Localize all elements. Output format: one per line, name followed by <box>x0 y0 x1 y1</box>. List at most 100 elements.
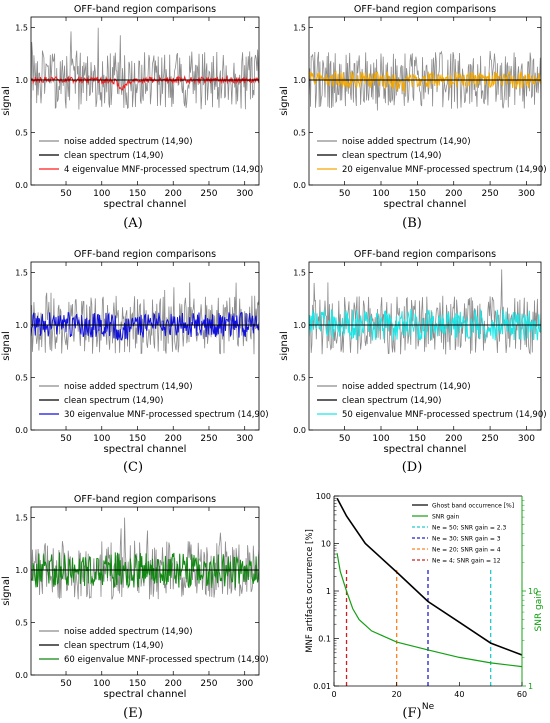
legend-label: noise added spectrum (14,90) <box>342 382 471 392</box>
y-tick-label: 0.0 <box>293 426 306 435</box>
y-tick-label: 0.0 <box>293 181 306 190</box>
x-tick-label: 250 <box>200 189 217 199</box>
chart-title: OFF-band region comparisons <box>74 249 216 260</box>
chart-c: OFF-band region comparisons 50 100 150 200 25… <box>1 249 269 455</box>
x-tick-label: 200 <box>445 434 462 444</box>
plot-frame <box>30 261 260 431</box>
legend-label: clean spectrum (14,90) <box>342 396 441 406</box>
chart-d: OFF-band region comparisons 50 100 150 200 25… <box>279 249 547 455</box>
x-tick-label: 40 <box>454 690 464 699</box>
x-tick-label: 250 <box>481 434 498 444</box>
x-tick-label: 50 <box>60 679 72 689</box>
plot-frame <box>30 16 260 186</box>
legend-label: clean spectrum (14,90) <box>64 641 163 651</box>
y-tick-label: 100 <box>316 492 331 501</box>
x-tick-label: 20 <box>392 690 402 699</box>
legend-label: 60 eigenvalue MNF-processed spectrum (14… <box>64 655 269 665</box>
legend-label: 30 eigenvalue MNF-processed spectrum (14… <box>64 410 269 420</box>
x-tick-label: 50 <box>60 434 72 444</box>
y-axis-label: signal <box>1 86 12 116</box>
chart-e: OFF-band region comparisons 50 100 150 200 25… <box>1 494 269 700</box>
y2-axis-label: SNR gain <box>534 591 544 632</box>
plot-area <box>31 27 259 110</box>
x-tick-label: 150 <box>129 189 146 199</box>
series-processed-line <box>309 70 541 94</box>
chart-title: OFF-band region comparisons <box>354 4 496 15</box>
legend-label: 20 eigenvalue MNF-processed spectrum (14… <box>342 165 547 175</box>
plot-frame <box>308 16 542 186</box>
y-axis-label: signal <box>279 331 290 361</box>
y-tick-label: 0.5 <box>15 374 28 383</box>
y-tick-label: 1 <box>326 587 331 596</box>
y-tick-label: 1.5 <box>293 269 306 278</box>
plot-frame <box>308 261 542 431</box>
y-axis-label: MNF artifacts occurrence [%] <box>305 529 315 653</box>
legend-label: SNR gain <box>432 514 460 521</box>
chart-title: OFF-band region comparisons <box>74 494 216 505</box>
series-noise-line <box>309 50 541 111</box>
x-tick-label: 200 <box>165 189 182 199</box>
x-axis-label: spectral channel <box>384 444 467 455</box>
x-tick-label: 300 <box>518 434 535 444</box>
chart-a: OFF-band region comparisons 50 100 150 200 25… <box>1 4 263 210</box>
x-tick-label: 50 <box>339 434 351 444</box>
legend: noise added spectrum (14,90) clean spectr… <box>39 627 269 665</box>
y-tick-label: 1.0 <box>293 76 306 85</box>
legend-label: noise added spectrum (14,90) <box>64 627 193 637</box>
series-processed-line <box>309 308 541 341</box>
x-tick-label: 100 <box>93 679 110 689</box>
x-tick-label: 150 <box>129 434 146 444</box>
y-tick-label: 1.5 <box>293 24 306 33</box>
y-tick-label: 0.5 <box>15 619 28 628</box>
y-tick-label: 1.0 <box>15 76 28 85</box>
y-tick-label: 1.5 <box>15 514 28 523</box>
series-processed-line <box>31 75 259 91</box>
y-tick-label: 0.01 <box>313 682 331 691</box>
x-tick-label: 200 <box>165 679 182 689</box>
panel-letter-f: (F) <box>402 706 422 721</box>
x-tick-label: 250 <box>481 189 498 199</box>
y-tick-label: 0.0 <box>15 181 28 190</box>
y2-tick-label: 10 <box>528 587 538 596</box>
legend-label: clean spectrum (14,90) <box>342 151 441 161</box>
x-tick-label: 200 <box>445 189 462 199</box>
x-tick-label: 300 <box>236 434 253 444</box>
legend-label: Ne = 4; SNR gain = 12 <box>432 558 501 565</box>
panel-letter-e: (E) <box>123 706 143 721</box>
series-processed-line <box>31 552 259 589</box>
series-ghost-band-line <box>336 497 523 656</box>
chart-title: OFF-band region comparisons <box>74 4 216 15</box>
legend-label: Ne = 50; SNR gain = 2.3 <box>432 525 506 532</box>
x-axis-label: spectral channel <box>384 199 467 210</box>
legend-label: 4 eigenvalue MNF-processed spectrum (14,… <box>64 165 263 175</box>
panel-letter-c: (C) <box>122 460 144 475</box>
x-axis-label: spectral channel <box>104 199 187 210</box>
x-tick-label: 300 <box>236 189 253 199</box>
series-snr-gain-line <box>336 553 523 668</box>
panel-letter-b: (B) <box>402 216 422 231</box>
plot-area <box>31 517 259 600</box>
legend-label: clean spectrum (14,90) <box>64 396 163 406</box>
x-axis-label: spectral channel <box>104 689 187 700</box>
panel-letter-d: (D) <box>401 460 423 475</box>
y-axis-label: signal <box>1 576 12 606</box>
series-processed-line <box>31 311 259 341</box>
legend-label: noise added spectrum (14,90) <box>64 137 193 147</box>
legend-label: Ghost band occurrence [%] <box>432 503 514 510</box>
legend: Ghost band occurrence [%] SNR gain Ne = 50… <box>412 503 514 565</box>
y-tick-label: 1.5 <box>15 269 28 278</box>
x-tick-label: 50 <box>60 189 72 199</box>
legend: noise added spectrum (14,90) clean spectr… <box>39 137 263 175</box>
legend-label: clean spectrum (14,90) <box>64 151 163 161</box>
plot-area <box>31 282 259 355</box>
x-tick-label: 100 <box>372 434 389 444</box>
plot-frame <box>30 506 260 676</box>
series-noise-line <box>31 27 259 110</box>
chart-b: OFF-band region comparisons 50 100 150 200 25… <box>279 4 547 210</box>
legend-label: Ne = 20; SNR gain = 4 <box>432 547 501 554</box>
x-tick-label: 200 <box>165 434 182 444</box>
legend-label: 50 eigenvalue MNF-processed spectrum (14… <box>342 410 547 420</box>
x-tick-label: 50 <box>339 189 351 199</box>
y-tick-label: 0.5 <box>293 374 306 383</box>
